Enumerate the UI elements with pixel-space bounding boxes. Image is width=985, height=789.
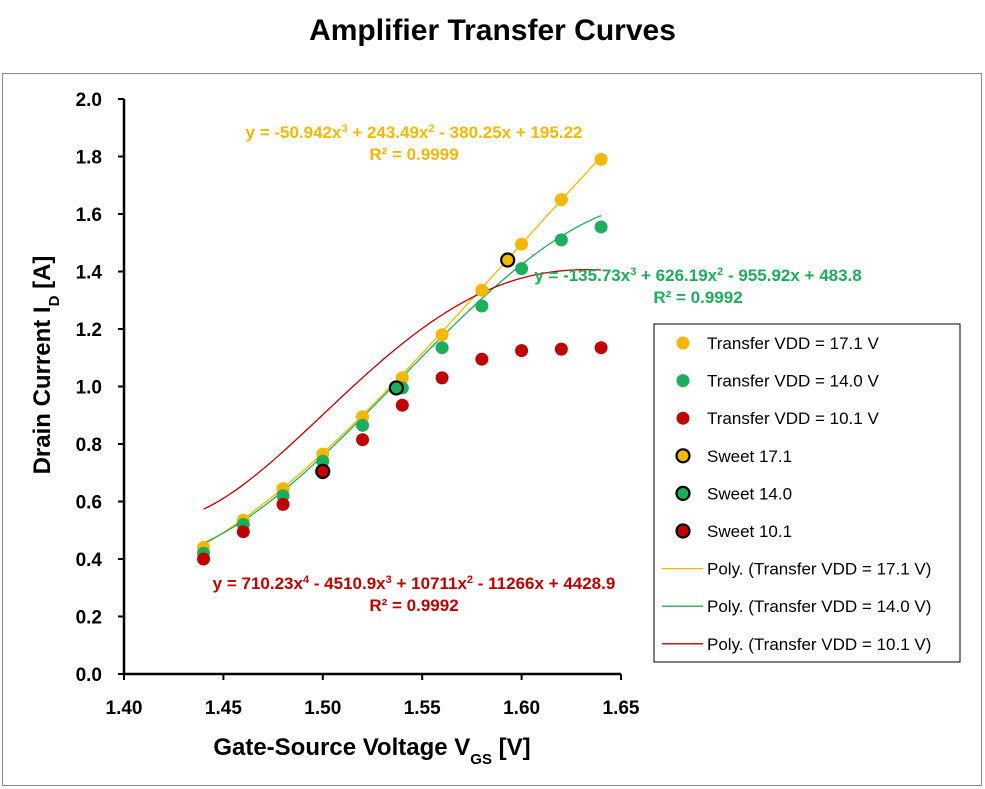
- data-point-series-2: [435, 341, 449, 355]
- data-point-series-3: [554, 342, 568, 356]
- data-point-series-1: [515, 237, 529, 251]
- data-point-series-1: [554, 193, 568, 207]
- legend: Transfer VDD = 17.1 V Transfer VDD = 14.0…: [653, 323, 961, 663]
- y-tick-label: 2.0: [76, 90, 102, 111]
- r-squared-label-2: R² = 0.9992: [653, 288, 742, 307]
- data-point-series-1: [435, 328, 449, 342]
- data-point-series-3: [435, 371, 449, 385]
- x-axis-label-unit: [V]: [492, 734, 531, 761]
- legend-label: Sweet 14.0: [707, 484, 792, 503]
- equation-label-1: y = -50.942x3 + 243.49x2 - 380.25x + 195…: [246, 123, 583, 142]
- y-tick-label: 1.0: [76, 378, 102, 399]
- y-tick-label: 1.6: [76, 205, 102, 226]
- data-point-series-3: [594, 341, 608, 355]
- equation-label-2: y = -135.73x3 + 626.19x2 - 955.92x + 483…: [534, 266, 862, 285]
- data-point-series-2: [475, 299, 489, 313]
- y-tick-label: 0.8: [76, 435, 102, 456]
- data-point-series-3: [356, 433, 370, 447]
- legend-label: Poly. (Transfer VDD = 14.0 V): [707, 597, 931, 616]
- data-point-series-3: [475, 352, 489, 366]
- legend-marker: [676, 411, 690, 425]
- equation-label-3: y = 710.23x4 - 4510.9x3 + 10711x2 - 1126…: [213, 574, 616, 593]
- y-tick-label: 0.0: [76, 665, 102, 686]
- x-tick-label: 1.60: [503, 698, 540, 719]
- data-point-series-1: [475, 283, 489, 297]
- data-point-series-3: [236, 525, 250, 539]
- legend-label: Sweet 10.1: [707, 522, 792, 541]
- y-axis-label-subscript: D: [46, 295, 63, 306]
- y-tick-label: 0.6: [76, 493, 102, 514]
- chart-title: Amplifier Transfer Curves: [309, 14, 676, 47]
- legend-label: Transfer VDD = 14.0 V: [707, 372, 879, 391]
- y-tick-label: 0.2: [76, 608, 102, 629]
- data-point-series-1: [594, 152, 608, 166]
- data-point-series-3: [395, 398, 409, 412]
- legend-marker: [676, 374, 690, 388]
- data-point-series-3: [515, 344, 529, 358]
- x-tick-label: 1.40: [106, 698, 143, 719]
- data-points: [197, 152, 608, 566]
- sweet-point-3: [315, 463, 331, 479]
- data-point-series-2: [554, 233, 568, 247]
- trendline-1: [203, 156, 602, 546]
- y-tick-label: 1.2: [76, 320, 102, 341]
- r-squared-label-1: R² = 0.9999: [369, 145, 458, 164]
- y-tick-label: 0.4: [76, 550, 103, 571]
- data-point-series-3: [276, 497, 290, 511]
- legend-label: Poly. (Transfer VDD = 10.1 V): [707, 635, 931, 654]
- x-tick-label: 1.50: [304, 698, 341, 719]
- x-tick-label: 1.55: [404, 698, 441, 719]
- y-axis-label: Drain Current I: [29, 306, 56, 474]
- x-tick-label: 1.65: [603, 698, 640, 719]
- legend-label: Sweet 17.1: [707, 447, 792, 466]
- equation-annotations: y = -50.942x3 + 243.49x2 - 380.25x + 195…: [213, 123, 862, 615]
- legend-label: Transfer VDD = 17.1 V: [707, 334, 879, 353]
- sweet-point-1: [500, 252, 516, 268]
- x-axis-label: Gate-Source Voltage V: [213, 734, 470, 761]
- legend-label: Transfer VDD = 10.1 V: [707, 409, 879, 428]
- r-squared-label-3: R² = 0.9992: [369, 596, 458, 615]
- trendlines: [203, 156, 602, 546]
- legend-marker: [675, 523, 691, 539]
- x-axis-label-subscript: GS: [470, 751, 492, 768]
- x-axis-title: Gate-Source Voltage VGS [V]: [213, 734, 530, 768]
- chart-frame: [2, 73, 982, 786]
- trendline-3: [203, 268, 602, 510]
- data-point-series-2: [594, 220, 608, 234]
- legend-marker: [676, 336, 690, 350]
- y-axis-title: Drain Current ID [A]: [29, 256, 63, 475]
- axes: 0.0 0.2 0.4 0.6 0.8 1.0 1.2 1.4 1.6 1.8 2.0 1.40 1.4…: [76, 90, 640, 719]
- legend-marker: [675, 485, 691, 501]
- legend-label: Poly. (Transfer VDD = 17.1 V): [707, 560, 931, 579]
- legend-box: [653, 323, 961, 663]
- x-tick-label: 1.45: [205, 698, 242, 719]
- y-tick-label: 1.4: [76, 263, 103, 284]
- data-point-series-3: [197, 552, 211, 566]
- y-axis-label-unit: [A]: [29, 256, 56, 296]
- y-tick-label: 1.8: [76, 148, 102, 169]
- legend-marker: [675, 448, 691, 464]
- data-point-series-2: [515, 262, 529, 276]
- data-point-series-2: [356, 418, 370, 432]
- sweet-point-2: [388, 380, 404, 396]
